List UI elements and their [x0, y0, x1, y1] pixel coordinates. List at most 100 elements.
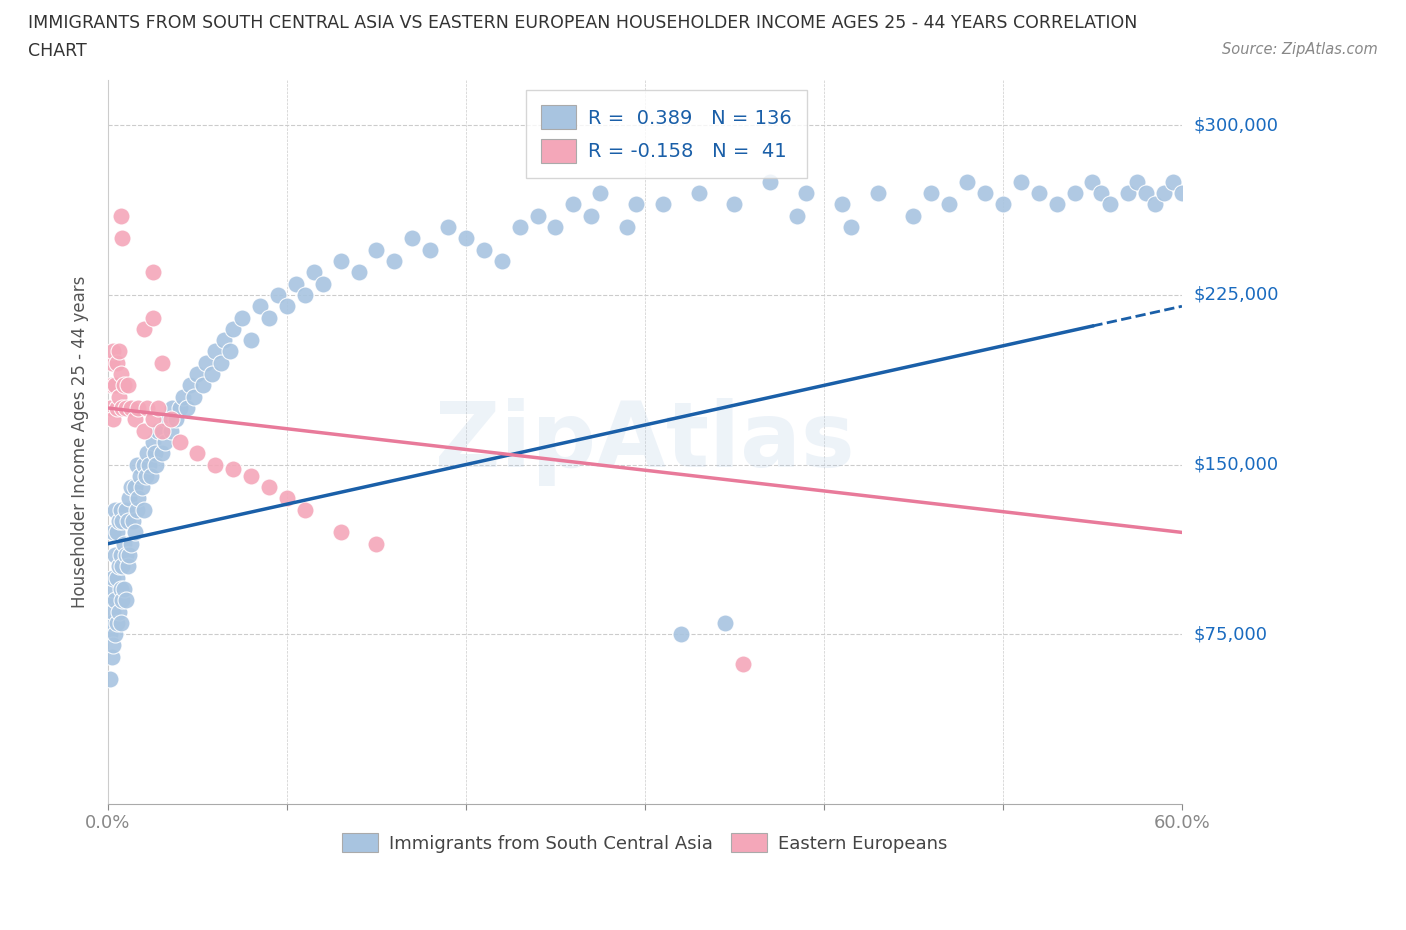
Point: [284, 276, 307, 291]
Point: [111, 401, 134, 416]
Point: [131, 480, 153, 495]
Point: [136, 445, 159, 460]
Point: [162, 401, 184, 416]
Point: [276, 299, 298, 313]
Point: [651, 197, 673, 212]
Point: [105, 525, 128, 539]
Point: [117, 513, 139, 528]
Point: [107, 604, 129, 619]
Point: [111, 231, 134, 246]
Point: [1046, 197, 1069, 212]
Point: [831, 197, 853, 212]
Legend: Immigrants from South Central Asia, Eastern Europeans: Immigrants from South Central Asia, East…: [335, 826, 955, 860]
Point: [366, 243, 388, 258]
Point: [624, 197, 647, 212]
Point: [103, 525, 125, 539]
Point: [991, 197, 1014, 212]
Point: [688, 186, 710, 201]
Point: [127, 401, 149, 416]
Point: [136, 401, 159, 416]
Point: [138, 458, 160, 472]
Point: [176, 401, 198, 416]
Point: [100, 378, 122, 392]
Point: [191, 378, 214, 392]
Point: [366, 537, 388, 551]
Point: [1161, 175, 1184, 190]
Point: [159, 423, 181, 438]
Point: [146, 423, 169, 438]
Point: [125, 502, 148, 517]
Point: [124, 480, 146, 495]
Point: [240, 469, 263, 484]
Point: [204, 458, 226, 472]
Point: [329, 525, 352, 539]
Point: [222, 461, 245, 476]
Point: [110, 616, 132, 631]
Point: [1063, 186, 1085, 201]
Point: [222, 322, 245, 337]
Point: [112, 581, 135, 596]
Point: [135, 469, 157, 484]
Point: [142, 265, 165, 280]
Point: [112, 537, 135, 551]
Point: [98, 401, 121, 416]
Point: [103, 412, 125, 427]
Point: [124, 412, 146, 427]
Point: [117, 559, 139, 574]
Point: [129, 469, 152, 484]
Point: [165, 412, 187, 427]
Point: [257, 480, 280, 495]
Point: [581, 208, 603, 223]
Text: ZipAtlas: ZipAtlas: [434, 398, 855, 486]
Point: [1028, 186, 1050, 201]
Point: [105, 355, 128, 370]
Point: [866, 186, 889, 201]
Point: [974, 186, 997, 201]
Point: [115, 548, 138, 563]
Point: [104, 627, 127, 642]
Point: [1171, 186, 1194, 201]
Point: [115, 401, 138, 416]
Point: [110, 548, 132, 563]
Point: [491, 254, 513, 269]
Point: [956, 175, 979, 190]
Point: [115, 502, 138, 517]
Point: [156, 412, 179, 427]
Point: [150, 355, 173, 370]
Point: [110, 581, 132, 596]
Point: [122, 513, 145, 528]
Point: [267, 287, 290, 302]
Point: [1144, 197, 1167, 212]
Point: [100, 649, 122, 664]
Text: $300,000: $300,000: [1194, 116, 1278, 134]
Point: [111, 513, 134, 528]
Point: [98, 592, 121, 607]
Point: [669, 627, 692, 642]
Point: [1126, 175, 1149, 190]
Point: [759, 175, 782, 190]
Point: [382, 254, 405, 269]
Point: [150, 423, 173, 438]
Point: [103, 604, 125, 619]
Point: [347, 265, 370, 280]
Point: [100, 581, 122, 596]
Point: [562, 197, 585, 212]
Point: [1090, 186, 1112, 201]
Point: [118, 491, 141, 506]
Point: [103, 570, 125, 585]
Point: [146, 401, 169, 416]
Point: [733, 657, 755, 671]
Point: [454, 231, 477, 246]
Point: [1010, 175, 1032, 190]
Point: [142, 434, 165, 449]
Point: [105, 401, 128, 416]
Point: [1081, 175, 1104, 190]
Point: [104, 548, 127, 563]
Point: [103, 344, 125, 359]
Point: [110, 208, 132, 223]
Point: [794, 186, 817, 201]
Point: [117, 378, 139, 392]
Point: [145, 458, 167, 472]
Point: [329, 254, 352, 269]
Point: [472, 243, 495, 258]
